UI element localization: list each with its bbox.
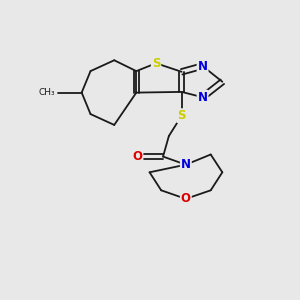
Text: O: O xyxy=(133,150,142,163)
Text: S: S xyxy=(177,109,186,122)
Text: CH₃: CH₃ xyxy=(38,88,55,97)
Text: S: S xyxy=(152,57,160,70)
Text: O: O xyxy=(181,192,191,206)
Text: N: N xyxy=(198,91,208,104)
Text: N: N xyxy=(198,59,208,73)
Text: N: N xyxy=(181,158,191,171)
